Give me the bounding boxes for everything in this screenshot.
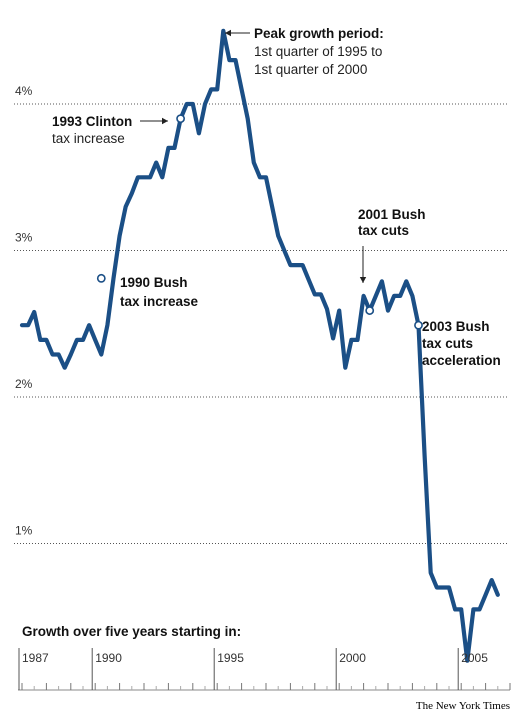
x-tick-label: 1987 (22, 651, 49, 665)
annotation-text: tax increase (52, 131, 125, 146)
annotation-text: 1990 Bush (120, 275, 188, 290)
annotation-marker (96, 273, 106, 283)
x-tick-label: 1995 (217, 651, 244, 665)
annotation-arrowhead (225, 29, 231, 37)
annotation-text: tax cuts (358, 223, 409, 238)
x-axis-title: Growth over five years starting in: (22, 624, 241, 639)
horizontal-gridlines (14, 103, 508, 544)
annotation-text: Peak growth period: (254, 26, 384, 41)
x-tick-label: 2000 (339, 651, 366, 665)
annotation: Peak growth period: 1st quarter of 1995 t… (225, 26, 384, 77)
annotation-text: 2003 Bush (422, 319, 490, 334)
x-axis-timeline: 1987 1990 1995 2000 2005 (18, 648, 511, 691)
annotation-text: tax increase (120, 294, 199, 309)
annotation: 2003 Bush tax cuts acceleration (414, 319, 501, 368)
annotation-marker (365, 306, 375, 315)
annotation: 1990 Bush tax increase (96, 273, 199, 309)
annotation-text: 1st quarter of 1995 to (254, 44, 382, 59)
annotation-marker (176, 114, 185, 124)
y-tick-label: 1% (15, 524, 33, 538)
annotation-arrowhead (162, 117, 168, 125)
y-tick-label: 4% (15, 84, 33, 98)
annotation-arrowhead (359, 277, 367, 283)
annotation: 1993 Clinton tax increase (52, 114, 185, 146)
annotation-text: acceleration (422, 353, 501, 368)
annotation-marker (414, 320, 423, 330)
annotations: 1990 Bush tax increase 1993 Clinton tax inc… (52, 26, 501, 368)
annotation-text: 1st quarter of 2000 (254, 62, 367, 77)
annotation-text: 2001 Bush (358, 207, 426, 222)
y-axis-tick-labels: 4% 3% 2% 1% (15, 84, 33, 538)
y-tick-label: 3% (15, 231, 33, 245)
source-credit: The New York Times (416, 700, 510, 712)
x-tick-label: 2005 (461, 651, 488, 665)
x-tick-label: 1990 (95, 651, 122, 665)
annotation-text: tax cuts (422, 336, 473, 351)
annotation-text: 1993 Clinton (52, 114, 132, 129)
y-tick-label: 2% (15, 377, 33, 391)
